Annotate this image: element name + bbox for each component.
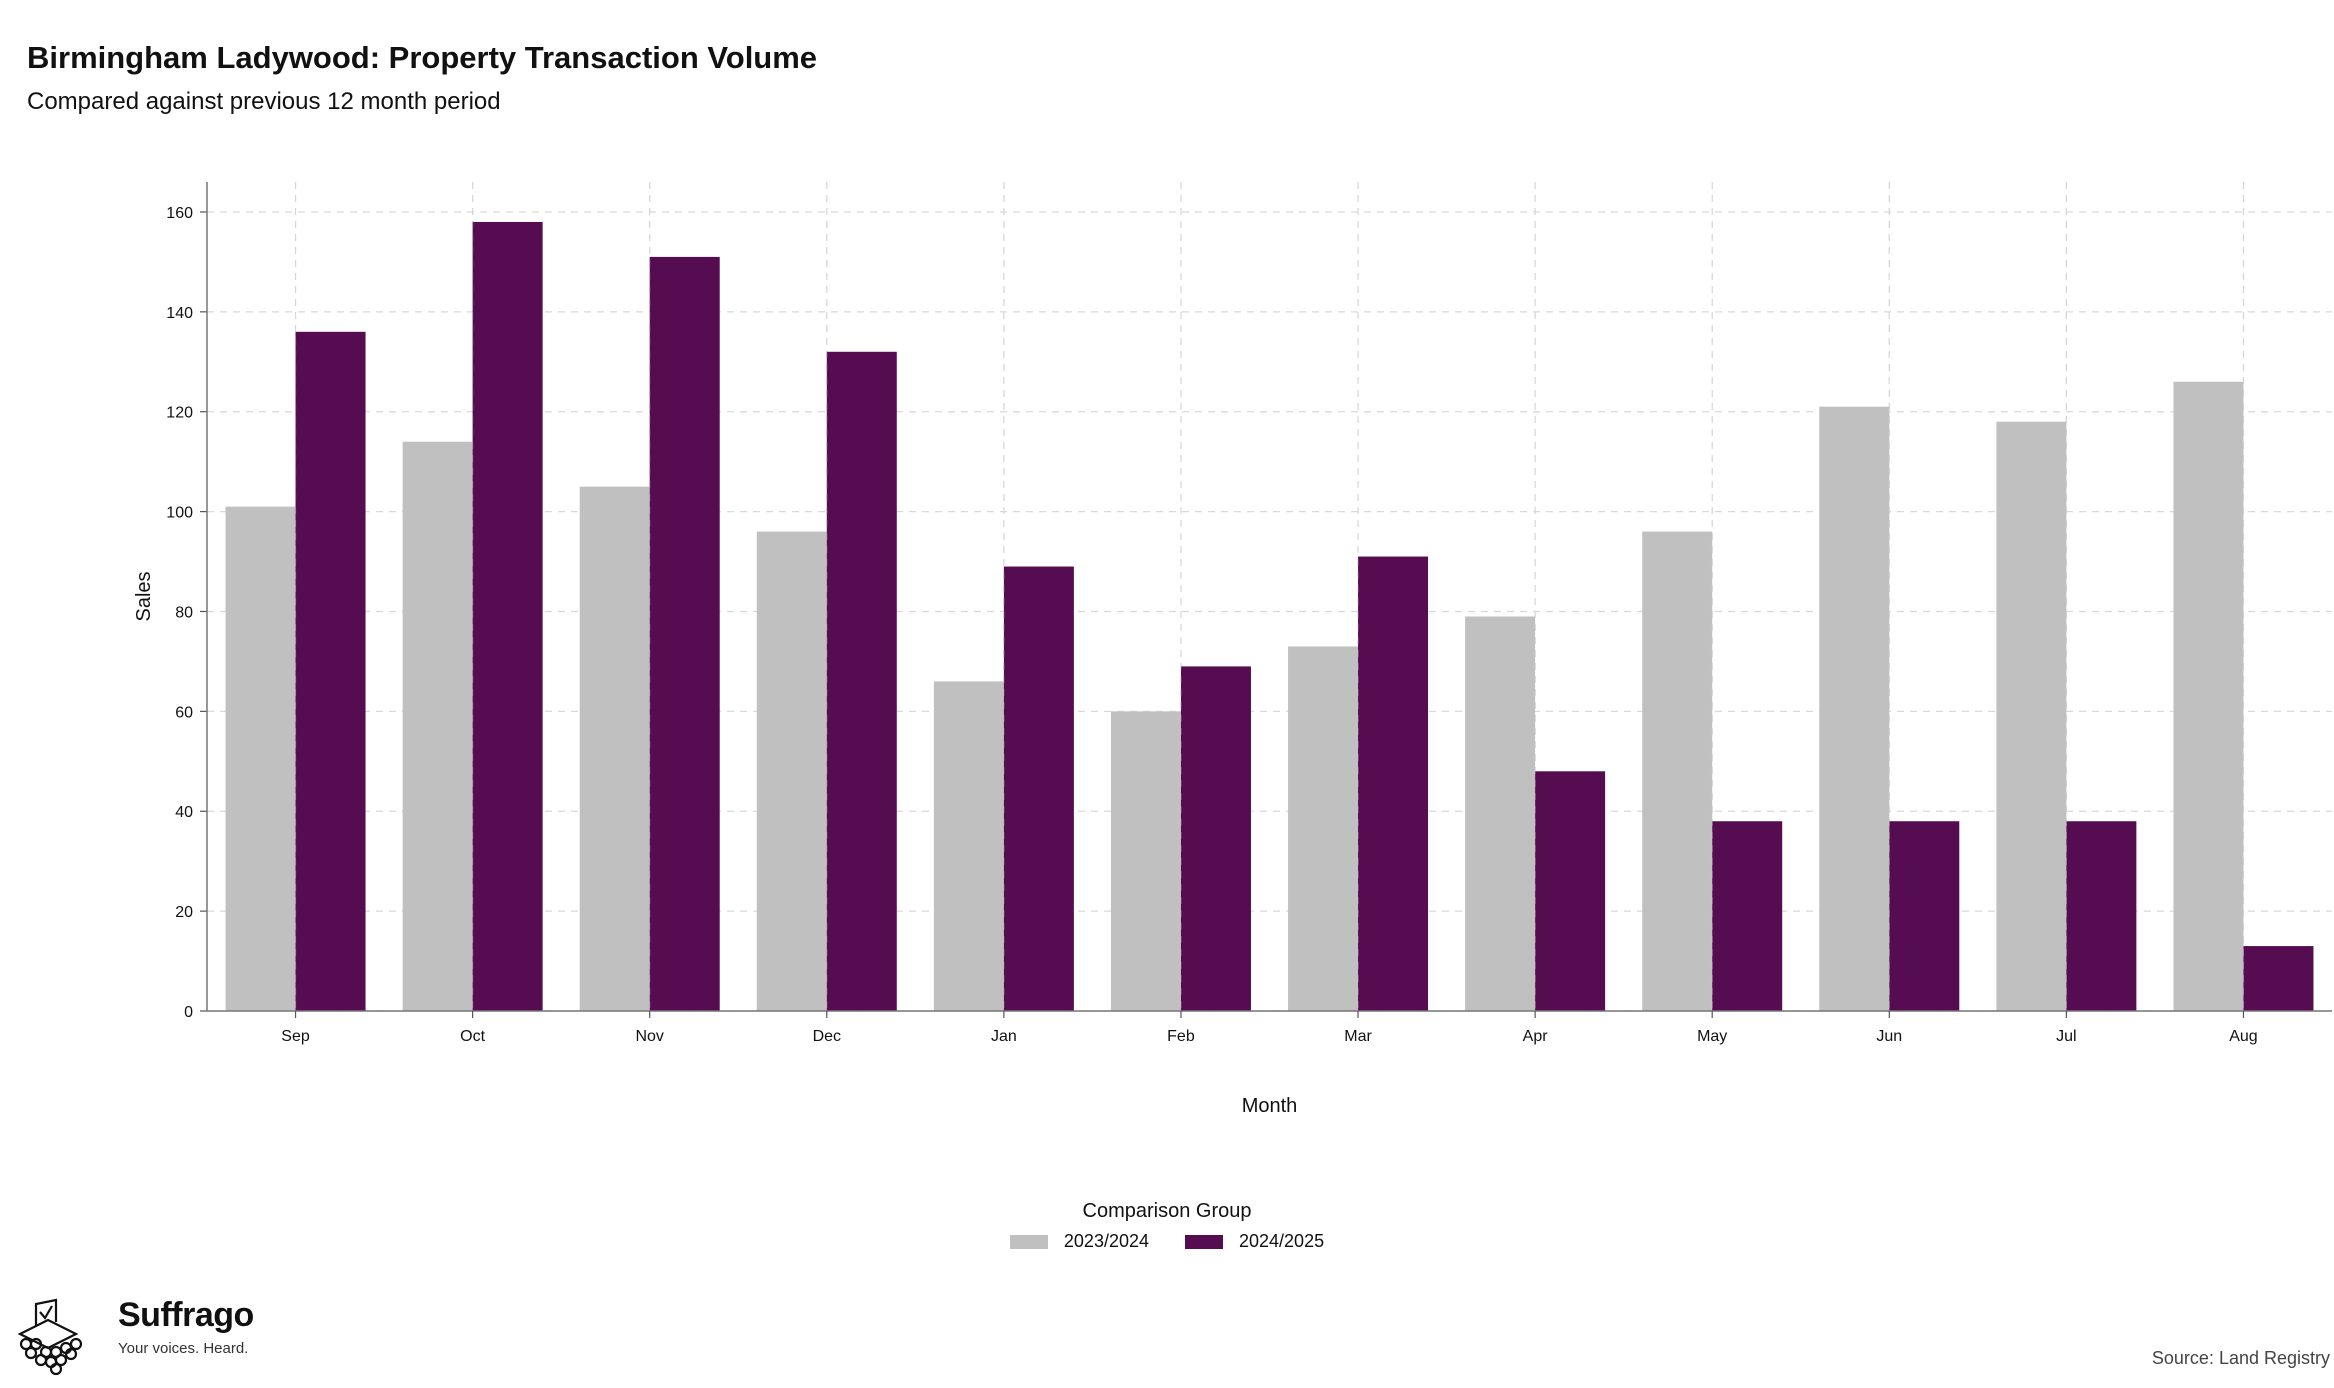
y-tick-label: 80 (175, 604, 193, 621)
bar-2023-2024-jul (1996, 421, 2067, 1012)
brand-tagline: Your voices. Heard. (118, 1340, 249, 1357)
bar-2024-2025-dec (826, 351, 897, 1011)
x-tick-label-sep: Sep (281, 1028, 310, 1045)
x-tick-label-jan: Jan (991, 1028, 1017, 1045)
bar-2024-2025-nov (649, 256, 720, 1011)
bar-2024-2025-feb (1180, 666, 1251, 1011)
bar-2023-2024-sep (225, 506, 296, 1011)
y-axis-title: Sales (133, 571, 155, 621)
legend-title: Comparison Group (1082, 1200, 1252, 1222)
x-tick-label-apr: Apr (1523, 1028, 1549, 1045)
x-tick-label-jul: Jul (2056, 1028, 2076, 1045)
brand-logo: Suffrago Your voices. Heard. (14, 1296, 254, 1376)
y-tick-label: 160 (166, 205, 193, 222)
y-tick-label: 140 (166, 305, 193, 322)
bar-2024-2025-sep (295, 331, 366, 1011)
legend: Comparison Group 2023/2024 2024/2025 (0, 1200, 2334, 1252)
bar-2024-2025-jan (1003, 566, 1074, 1011)
legend-label-series-1: 2023/2024 (1063, 1231, 1149, 1251)
chart-subtitle: Compared against previous 12 month perio… (27, 88, 501, 115)
y-tick-label: 120 (166, 405, 193, 422)
x-tick-label-may: May (1697, 1028, 1727, 1045)
bar-2024-2025-may (1712, 821, 1783, 1011)
y-tick-label: 20 (175, 904, 193, 921)
chart-title: Birmingham Ladywood: Property Transactio… (27, 40, 818, 75)
y-tick-label: 100 (166, 505, 193, 522)
bar-2024-2025-mar (1358, 556, 1429, 1011)
bar-2023-2024-apr (1465, 616, 1536, 1011)
legend-label-series-2: 2024/2025 (1239, 1231, 1325, 1251)
bar-2024-2025-apr (1535, 771, 1606, 1011)
bar-2023-2024-jan (933, 681, 1004, 1011)
x-tick-label-dec: Dec (813, 1028, 841, 1045)
x-tick-label-oct: Oct (460, 1028, 485, 1045)
bar-2023-2024-oct (402, 441, 473, 1011)
x-tick-label-aug: Aug (2229, 1028, 2257, 1045)
bar-2024-2025-jul (2066, 821, 2137, 1011)
bar-2023-2024-dec (756, 531, 827, 1011)
y-tick-label: 60 (175, 704, 193, 721)
x-axis-title: Month (1242, 1095, 1298, 1117)
x-tick-label-jun: Jun (1876, 1028, 1902, 1045)
bar-2023-2024-jun (1819, 406, 1890, 1012)
x-tick-label-feb: Feb (1167, 1028, 1195, 1045)
legend-item-series-1: 2023/2024 (1009, 1231, 1149, 1252)
bar-2023-2024-mar (1288, 646, 1359, 1011)
legend-swatch-series-2 (1185, 1234, 1223, 1249)
y-tick-label: 0 (184, 1004, 193, 1021)
bar-2024-2025-jun (1889, 821, 1960, 1011)
bar-chart: 0 20 40 60 80 100 120 140 160 Sep Oct Nov Dec Jan Feb M… (133, 182, 2332, 1117)
bar-2023-2024-nov (579, 486, 650, 1011)
brand-name: Suffrago (118, 1296, 254, 1334)
y-tick-label: 40 (175, 804, 193, 821)
bar-2023-2024-aug (2173, 381, 2244, 1011)
x-tick-label-mar: Mar (1344, 1028, 1372, 1045)
bar-2024-2025-aug (2243, 946, 2314, 1011)
source-note: Source: Land Registry (2151, 1348, 2330, 1368)
bar-2023-2024-may (1642, 531, 1713, 1011)
ballot-box-icon (17, 1298, 83, 1376)
legend-swatch-series-1 (1009, 1234, 1048, 1249)
x-tick-label-nov: Nov (635, 1028, 663, 1045)
legend-item-series-2: 2024/2025 (1185, 1231, 1324, 1252)
bar-2024-2025-oct (472, 221, 543, 1012)
bar-2023-2024-feb (1110, 711, 1181, 1011)
